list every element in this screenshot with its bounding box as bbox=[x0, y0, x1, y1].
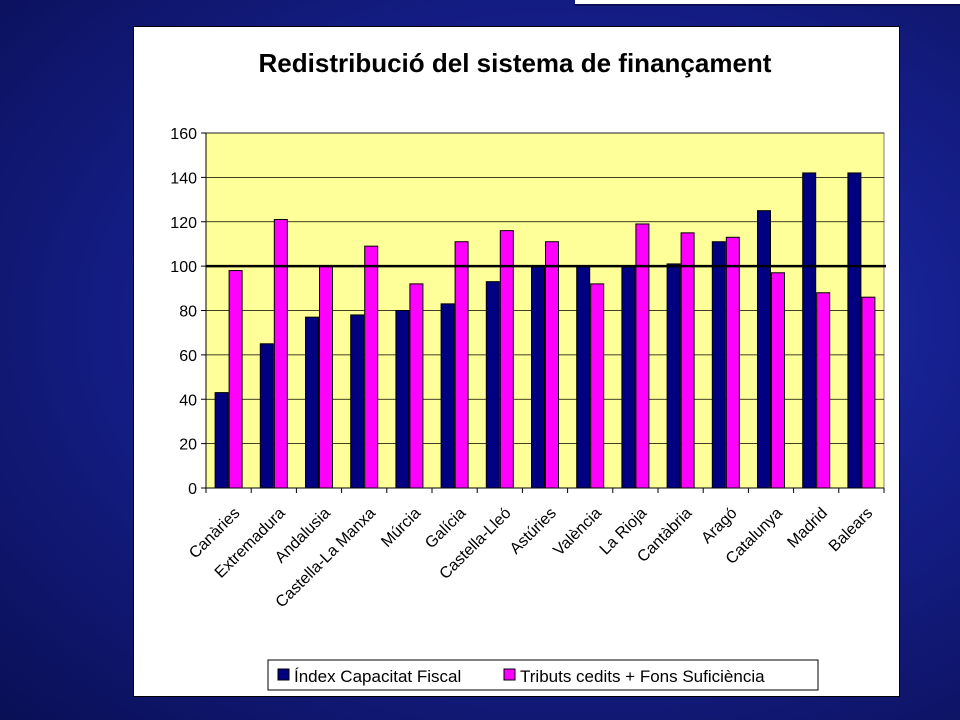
bar-capacitat-fiscal bbox=[305, 316, 319, 489]
y-tick-label: 80 bbox=[179, 304, 197, 321]
y-tick-label: 100 bbox=[170, 259, 197, 276]
bar-capacitat-fiscal bbox=[485, 281, 500, 489]
bar-tributs-cedits bbox=[545, 241, 559, 489]
bar-tributs-cedits bbox=[364, 245, 379, 489]
bar-capacitat-fiscal bbox=[350, 314, 365, 489]
legend-box bbox=[267, 659, 819, 691]
bar-tributs-cedits bbox=[771, 272, 785, 489]
legend-swatch-capacitat-fiscal bbox=[277, 668, 290, 681]
bar-capacitat-fiscal bbox=[802, 172, 817, 489]
bar-capacitat-fiscal bbox=[757, 210, 771, 489]
bar-tributs-cedits bbox=[816, 292, 831, 489]
bar-capacitat-fiscal bbox=[666, 263, 681, 489]
bar-capacitat-fiscal bbox=[214, 392, 229, 489]
bar-capacitat-fiscal bbox=[621, 265, 636, 489]
bar-capacitat-fiscal bbox=[259, 343, 274, 489]
bar-tributs-cedits bbox=[273, 219, 288, 489]
top-bar bbox=[575, 0, 960, 6]
legend: Índex Capacitat Fiscal Tributs cedits + … bbox=[267, 659, 819, 691]
bar-capacitat-fiscal bbox=[847, 172, 862, 489]
bar-tributs-cedits bbox=[228, 270, 243, 489]
legend-label-capacitat-fiscal: Índex Capacitat Fiscal bbox=[294, 667, 461, 686]
y-tick-label: 160 bbox=[170, 126, 197, 143]
bar-tributs-cedits bbox=[590, 283, 605, 489]
x-tick-label: Múrcia bbox=[378, 505, 424, 551]
bar-tributs-cedits bbox=[454, 241, 469, 489]
bar-tributs-cedits bbox=[409, 283, 424, 489]
y-tick-label: 60 bbox=[179, 348, 197, 365]
x-tick-label: València bbox=[550, 505, 605, 560]
bar-tributs-cedits bbox=[861, 296, 876, 489]
x-tick-label: Aragó bbox=[698, 505, 740, 547]
bar-tributs-cedits bbox=[680, 232, 695, 489]
legend-swatch-tributs-cedits bbox=[503, 668, 516, 681]
bar-tributs-cedits bbox=[319, 265, 333, 489]
x-tick-label: Balears bbox=[826, 505, 876, 555]
bar-tributs-cedits bbox=[725, 236, 740, 489]
x-tick-label: Madrid bbox=[784, 505, 831, 552]
y-tick-label: 0 bbox=[188, 481, 197, 498]
bar-tributs-cedits bbox=[499, 230, 514, 489]
y-tick-label: 120 bbox=[170, 215, 197, 232]
plot-area: 020406080100120140160CanàriesExtremadura… bbox=[170, 126, 886, 611]
bar-capacitat-fiscal bbox=[711, 241, 726, 489]
legend-label-tributs-cedits: Tributs cedits + Fons Suficiència bbox=[520, 667, 765, 686]
bar-capacitat-fiscal bbox=[576, 265, 591, 489]
y-tick-label: 40 bbox=[179, 392, 197, 409]
bar-tributs-cedits bbox=[635, 223, 650, 489]
bar-capacitat-fiscal bbox=[531, 265, 545, 489]
y-tick-label: 20 bbox=[179, 437, 197, 454]
bar-capacitat-fiscal bbox=[395, 310, 410, 489]
y-tick-label: 140 bbox=[170, 170, 197, 187]
bar-capacitat-fiscal bbox=[440, 303, 455, 489]
chart-title: Redistribució del sistema de finançament bbox=[259, 48, 772, 78]
